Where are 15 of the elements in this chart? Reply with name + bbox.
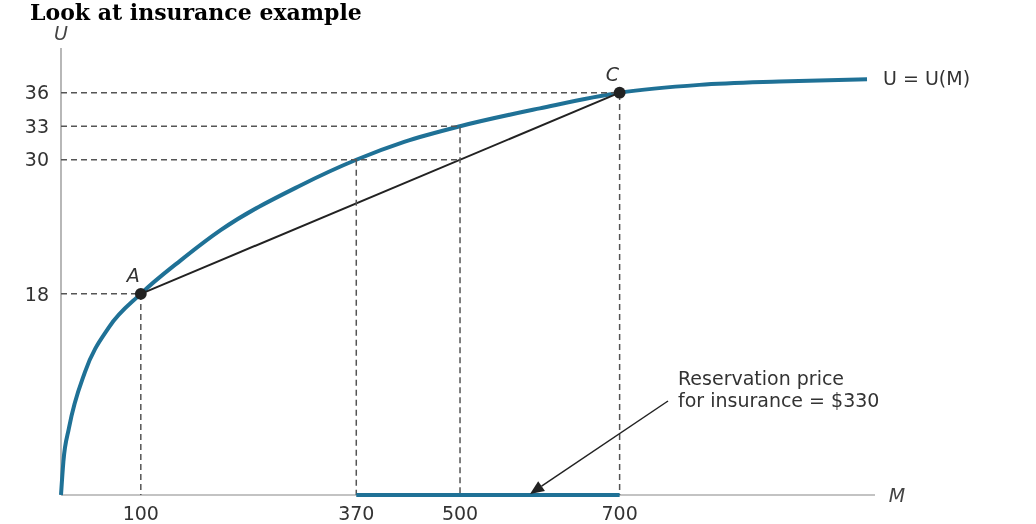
annotation: Reservation price for insurance = $330 bbox=[678, 367, 880, 411]
x-tick-label: 700 bbox=[601, 502, 638, 524]
x-axis-title: M bbox=[888, 484, 906, 506]
x-tick-label: 370 bbox=[338, 502, 375, 524]
y-tick-label: 30 bbox=[24, 148, 49, 171]
series-label: U = U(M) bbox=[883, 67, 971, 90]
x-tick-label: 100 bbox=[122, 502, 159, 524]
chart-title: Look at insurance example bbox=[30, 0, 362, 25]
y-tick-label: 33 bbox=[24, 114, 49, 137]
annotation: C bbox=[605, 62, 620, 85]
y-tick-label: 36 bbox=[24, 81, 49, 104]
x-tick-label: 500 bbox=[441, 502, 479, 524]
y-axis-title: U bbox=[54, 22, 69, 44]
annotation: A bbox=[124, 263, 140, 286]
y-tick-label: 18 bbox=[24, 282, 49, 305]
